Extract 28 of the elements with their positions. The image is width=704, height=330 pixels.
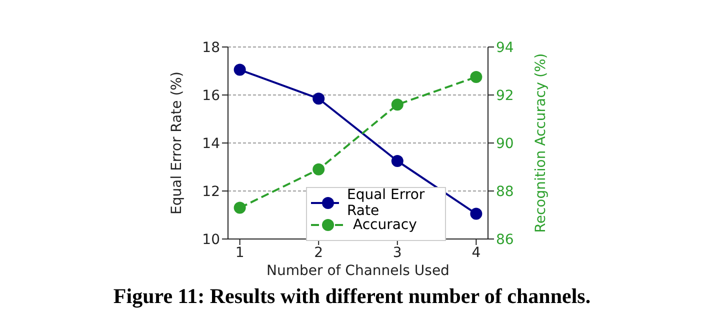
x-tick-label: 4	[472, 244, 481, 261]
y-axis-title: Equal Error Rate (%)	[168, 72, 185, 214]
point	[312, 92, 325, 105]
y-tick-label: 16	[202, 88, 220, 104]
y2-tick-label: 86	[496, 232, 514, 248]
point	[234, 64, 246, 76]
point	[312, 163, 325, 176]
text: Figure 11: Results with different number of channels.	[112, 284, 592, 309]
x-tick-label: 2	[314, 244, 324, 261]
y-tick-label: 10	[202, 232, 220, 248]
x-axis-title: Number of Channels Used	[266, 263, 450, 279]
y2-tick-label: 92	[496, 88, 514, 104]
y2-tick-label: 88	[496, 184, 514, 200]
y-tick-label: 18	[202, 40, 220, 56]
point	[234, 202, 246, 214]
y2-axis-title: Recognition Accuracy (%)	[532, 53, 549, 233]
legend-label: Equal Error Rate	[346, 187, 426, 219]
x-tick-label: 1	[235, 244, 244, 261]
x-tick-label: 3	[392, 244, 402, 261]
y-tick-label: 12	[202, 184, 220, 200]
y-tick-label: 14	[202, 136, 220, 152]
y2-tick-label: 90	[496, 136, 514, 152]
point	[391, 98, 404, 111]
legend-label: Accuracy	[353, 217, 417, 233]
point	[470, 71, 482, 83]
point	[470, 208, 482, 220]
point	[391, 155, 404, 167]
y2-tick-label: 94	[496, 40, 514, 56]
